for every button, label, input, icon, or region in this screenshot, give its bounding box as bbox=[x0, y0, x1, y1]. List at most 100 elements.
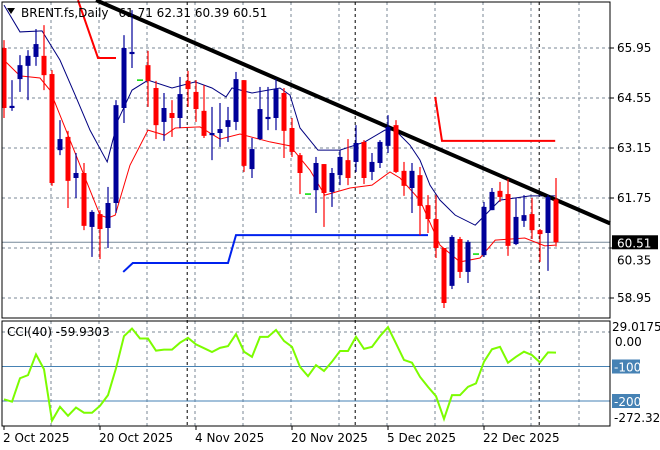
candle-bear bbox=[65, 136, 71, 181]
candle-bear bbox=[1, 48, 7, 108]
candle-bear bbox=[241, 80, 247, 166]
candle-bull bbox=[249, 149, 255, 170]
candle-bull bbox=[225, 120, 231, 127]
cci-zero-label: 0.00 bbox=[615, 335, 642, 349]
candle-bear bbox=[433, 219, 439, 248]
candle-bull bbox=[489, 191, 495, 211]
candle-bear bbox=[81, 172, 87, 226]
candle-bull bbox=[9, 105, 15, 108]
candle-bull bbox=[273, 89, 279, 118]
cci-level-box bbox=[612, 359, 640, 374]
cci-label: CCI(40) -59.9303 bbox=[7, 325, 110, 339]
cci-min-label: -272.320 bbox=[614, 411, 660, 425]
cci-pane-frame bbox=[1, 320, 611, 427]
price-tick-label: 61.75 bbox=[617, 191, 651, 205]
candle-bull bbox=[337, 156, 343, 176]
candle-bear bbox=[457, 239, 463, 272]
date-tick-label: 20 Nov 2025 bbox=[291, 431, 368, 445]
candle-bear bbox=[425, 205, 431, 220]
candle-bear bbox=[97, 214, 103, 230]
cci-level-box bbox=[612, 394, 640, 408]
price-tick-label: 60.35 bbox=[617, 253, 651, 267]
cci-line bbox=[3, 325, 557, 424]
candle-bear bbox=[297, 155, 303, 173]
candle-bear bbox=[537, 230, 543, 235]
candle-bear bbox=[145, 65, 151, 81]
candle-bull bbox=[233, 79, 239, 122]
candle-bull bbox=[105, 202, 111, 228]
candle-bull bbox=[57, 139, 63, 151]
candle-bull bbox=[73, 172, 79, 178]
price-tick-label: 64.55 bbox=[617, 91, 651, 105]
candle-bull bbox=[377, 141, 383, 163]
overlays bbox=[3, 0, 611, 273]
candle-bull bbox=[521, 215, 527, 221]
cci-pane bbox=[2, 325, 610, 424]
ohlc-readout: 61.71 62.31 60.39 60.51 bbox=[119, 6, 268, 20]
candle-bull bbox=[265, 116, 271, 120]
date-tick-label: 5 Dec 2025 bbox=[387, 431, 456, 445]
candle-bear bbox=[281, 92, 287, 131]
candle-bear bbox=[41, 55, 47, 76]
candle-bull bbox=[33, 44, 39, 57]
date-tick-label: 2 Oct 2025 bbox=[3, 431, 70, 445]
candle-bull bbox=[129, 51, 135, 55]
candle-bear bbox=[49, 74, 55, 183]
ma-slow-line bbox=[3, 59, 556, 263]
candle-bull bbox=[449, 236, 455, 286]
candles bbox=[1, 10, 559, 308]
date-tick-label: 4 Nov 2025 bbox=[195, 431, 264, 445]
candle-bull bbox=[25, 55, 31, 66]
candle-bear bbox=[169, 112, 175, 118]
cci-level-label: -100 bbox=[614, 361, 641, 375]
candle-bull bbox=[177, 94, 183, 118]
candle-bull bbox=[369, 161, 375, 172]
candle-bear bbox=[185, 80, 191, 90]
red-level-line bbox=[77, 0, 116, 59]
candle-bear bbox=[505, 194, 511, 246]
candle-bull bbox=[209, 132, 215, 136]
candle-bear bbox=[529, 214, 535, 231]
candle-bull bbox=[313, 162, 319, 191]
candle-bear bbox=[201, 110, 207, 136]
candle-bull bbox=[353, 142, 359, 162]
candle-bear bbox=[345, 160, 351, 178]
candle-bear bbox=[553, 199, 559, 243]
candle-bear bbox=[361, 141, 367, 178]
candle-bull bbox=[385, 126, 391, 146]
price-tick-label: 58.95 bbox=[617, 291, 651, 305]
candle-bear bbox=[393, 125, 399, 172]
symbol-label: BRENT.fs,Daily bbox=[21, 6, 109, 20]
date-tick-label: 20 Oct 2025 bbox=[99, 431, 173, 445]
price-tick-label: 65.95 bbox=[617, 41, 651, 55]
candle-bear bbox=[321, 164, 327, 193]
price-pane-frame bbox=[1, 1, 611, 319]
cci-level-label: -200 bbox=[614, 395, 641, 409]
candle-bear bbox=[153, 87, 159, 126]
candle-bear bbox=[441, 247, 447, 303]
candle-bull bbox=[329, 172, 335, 192]
candle-bull bbox=[545, 196, 551, 233]
candle-bull bbox=[161, 107, 167, 122]
red-level-line bbox=[434, 96, 556, 142]
candle-bear bbox=[193, 91, 199, 110]
candle-bull bbox=[257, 109, 263, 140]
candle-bull bbox=[465, 241, 471, 272]
current-price-box bbox=[612, 235, 658, 250]
candle-bear bbox=[417, 175, 423, 206]
current-price-label: 60.51 bbox=[617, 236, 651, 250]
candle-bull bbox=[409, 170, 415, 188]
date-tick-label: 22 Dec 2025 bbox=[483, 431, 560, 445]
trendline bbox=[95, 0, 611, 226]
candle-bear bbox=[497, 190, 503, 197]
candle-bull bbox=[513, 216, 519, 245]
candle-bull bbox=[17, 65, 23, 80]
collapse-triangle-icon[interactable] bbox=[7, 8, 15, 14]
blue-level-line bbox=[122, 234, 428, 273]
price-tick-label: 63.15 bbox=[617, 141, 651, 155]
candle-bull bbox=[89, 211, 95, 227]
candle-bear bbox=[401, 170, 407, 186]
cci-max-label: 29.0175 bbox=[612, 320, 660, 334]
candle-bull bbox=[113, 105, 119, 203]
